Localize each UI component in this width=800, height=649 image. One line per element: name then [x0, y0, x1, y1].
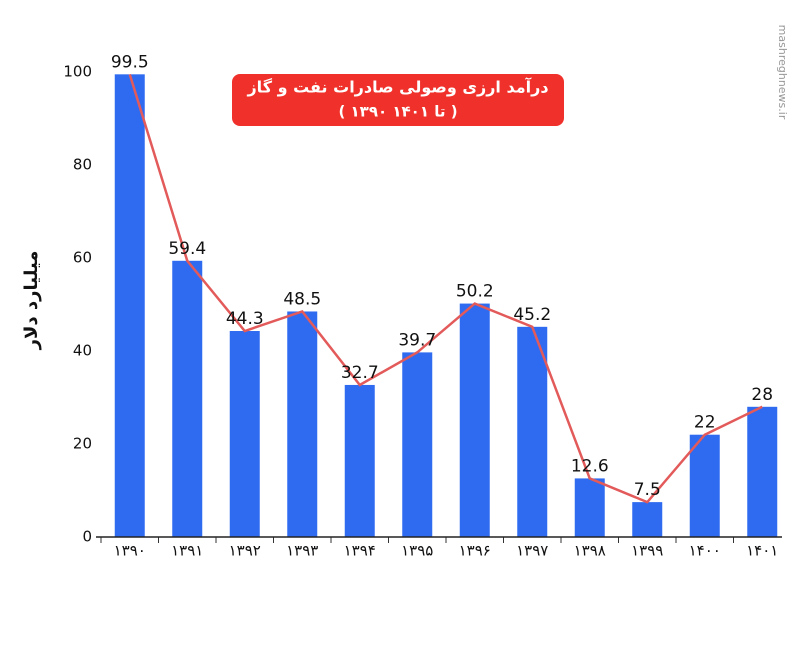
y-tick-label: 60: [73, 249, 92, 267]
x-tick-label: ۱۳۹۱: [171, 542, 203, 560]
x-tick-label: ۱۴۰۰: [689, 542, 721, 560]
bar: [517, 326, 548, 537]
value-label: 22: [694, 413, 716, 433]
x-tick-label: ۱۴۰۱: [746, 542, 778, 560]
y-axis-label: میلیارد دلار: [21, 251, 42, 351]
value-label: 12.6: [571, 456, 609, 476]
y-tick-label: 40: [73, 342, 92, 360]
value-label: 48.5: [283, 289, 321, 309]
value-label: 45.2: [513, 305, 551, 325]
x-tick-label: ۱۳۹۳: [286, 542, 318, 560]
watermark: mashreghnews.ir: [776, 25, 789, 120]
value-label: 50.2: [456, 282, 494, 302]
value-label: 99.5: [111, 52, 149, 72]
value-label: 44.3: [226, 309, 264, 329]
chart-title: درآمد ارزی وصولی صادرات نفت و گاز: [246, 77, 548, 97]
x-tick-label: ۱۳۹۶: [459, 542, 491, 560]
bar: [747, 406, 778, 537]
x-tick-label: ۱۳۹۸: [574, 542, 606, 560]
bar: [287, 311, 318, 537]
bar: [689, 434, 720, 537]
title-box: [232, 74, 564, 126]
chart-subtitle: ( ۱۳۹۰ تا ۱۴۰۱ ): [338, 103, 457, 121]
y-tick-label: 100: [63, 63, 92, 81]
bar: [632, 502, 663, 537]
value-label: 59.4: [168, 239, 206, 259]
bar: [459, 303, 490, 537]
x-tick-label: ۱۳۹۵: [401, 542, 433, 560]
bar: [574, 478, 605, 537]
x-tick-label: ۱۳۹۹: [631, 542, 663, 560]
x-tick-label: ۱۳۹۲: [229, 542, 261, 560]
y-tick-label: 0: [82, 528, 92, 546]
bar: [114, 74, 145, 537]
trend-line: [128, 73, 763, 504]
x-tick-label: ۱۳۹۷: [516, 542, 548, 560]
bar: [402, 352, 433, 537]
bar: [172, 260, 203, 537]
x-tick-label: ۱۳۹۰: [114, 542, 146, 560]
value-label: 7.5: [634, 480, 661, 500]
value-label: 28: [751, 385, 773, 405]
bar: [229, 331, 260, 537]
bar: [344, 384, 375, 537]
y-tick-label: 80: [73, 156, 92, 174]
y-tick-label: 20: [73, 435, 92, 453]
x-tick-label: ۱۳۹۴: [344, 542, 376, 560]
value-label: 39.7: [398, 330, 436, 350]
value-label: 32.7: [341, 363, 379, 383]
